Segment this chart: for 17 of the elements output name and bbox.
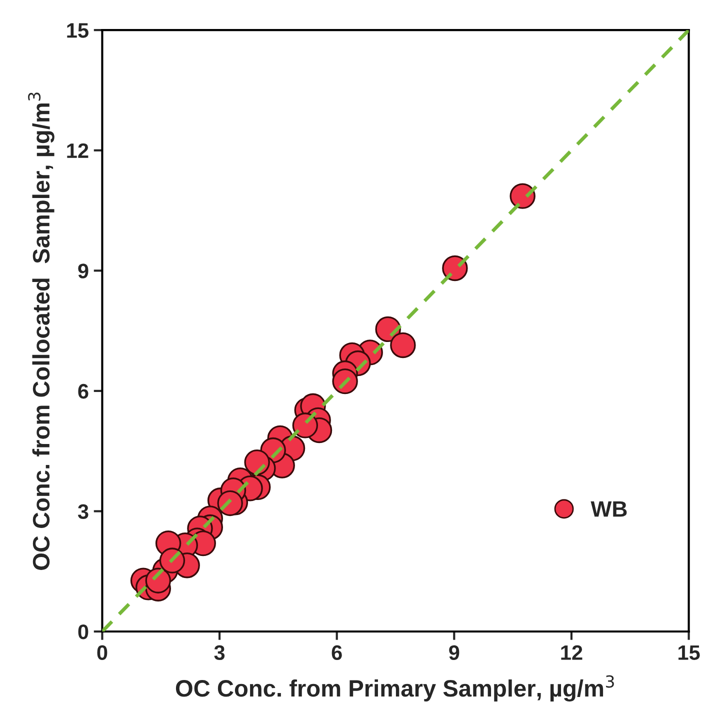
x-tick-label: 3 [214, 645, 225, 660]
y-tick-label: 3 [78, 504, 88, 520]
x-tick-label: 0 [97, 645, 108, 660]
point [292, 412, 318, 438]
x-tick-label: 6 [332, 645, 342, 660]
y-tick-label: 12 [67, 143, 88, 158]
y-tick-label: 6 [78, 384, 88, 399]
x-axis-title: OC Conc. from Primary Sampler, µg/m$^{3}$ [176, 675, 614, 702]
x-tick-label: 12 [561, 645, 582, 660]
y-axis-title: OC Conc. from Collocated Sampler, µg/m$^{3}$ [28, 92, 54, 570]
y-tick-label: 9 [78, 264, 88, 278]
legend-label: WB [590, 501, 627, 517]
x-tick-label: 15 [678, 645, 700, 660]
x-tick-label: 9 [449, 645, 460, 660]
y-tick-label: 0 [78, 624, 88, 640]
point [390, 332, 416, 358]
y-tick-label: 15 [67, 23, 88, 38]
